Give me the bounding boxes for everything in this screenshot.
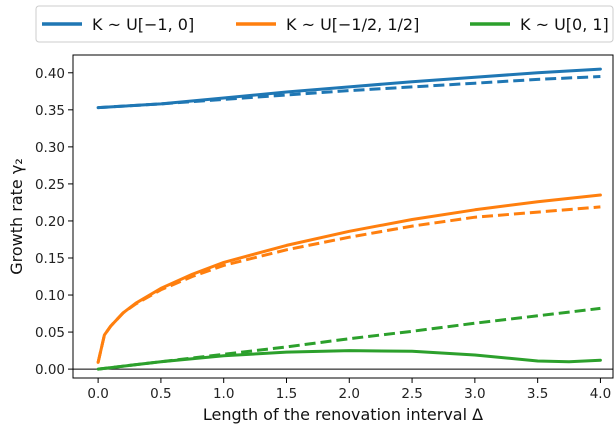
x-tick-label: 0.5 — [150, 386, 171, 402]
x-tick-label: 2.5 — [401, 386, 422, 402]
y-tick-label: 0.40 — [35, 66, 65, 82]
y-tick-label: 0.05 — [35, 325, 65, 341]
series-1-solid-line — [96, 67, 602, 110]
y-tick-label: 0.30 — [35, 140, 65, 156]
y-axis-label: Growth rate γ₂ — [7, 158, 26, 274]
y-tick-label: 0.25 — [35, 177, 65, 193]
x-tick-label: 2.0 — [339, 386, 360, 402]
legend: K ~ U[−1, 0] K ~ U[−1/2, 1/2] K ~ U[0, 1] — [35, 5, 614, 43]
plot-area — [72, 54, 614, 379]
series-layer — [96, 67, 602, 371]
series-3-dashed-line — [97, 306, 601, 371]
x-tick-label: 1.0 — [213, 386, 234, 402]
x-tick-label: 3.5 — [527, 386, 548, 402]
y-axis: 0.00 0.05 0.10 0.15 0.20 0.25 0.30 0.35 0.40 — [35, 66, 73, 378]
plot-frame — [72, 54, 614, 379]
y-tick-label: 0.10 — [35, 288, 65, 304]
series-2-solid-line — [96, 193, 602, 364]
y-tick-label: 0.00 — [35, 362, 65, 378]
x-tick-label: 1.5 — [276, 386, 297, 402]
x-tick-label: 4.0 — [590, 386, 611, 402]
y-tick-label: 0.20 — [35, 214, 65, 230]
legend-frame — [35, 5, 614, 43]
y-tick-label: 0.15 — [35, 251, 65, 267]
legend-label-1: K ~ U[−1, 0] — [92, 15, 194, 34]
series-3-solid-line — [96, 349, 602, 371]
legend-label-3: K ~ U[0, 1] — [520, 15, 609, 34]
x-tick-label: 0.0 — [87, 386, 108, 402]
legend-label-2: K ~ U[−1/2, 1/2] — [286, 15, 419, 34]
x-axis-label: Length of the renovation interval Δ — [203, 405, 483, 424]
x-tick-label: 3.0 — [464, 386, 485, 402]
x-axis: 0.0 0.5 1.0 1.5 2.0 2.5 3.0 3.5 4.0 — [87, 378, 611, 402]
y-tick-label: 0.35 — [35, 103, 65, 119]
